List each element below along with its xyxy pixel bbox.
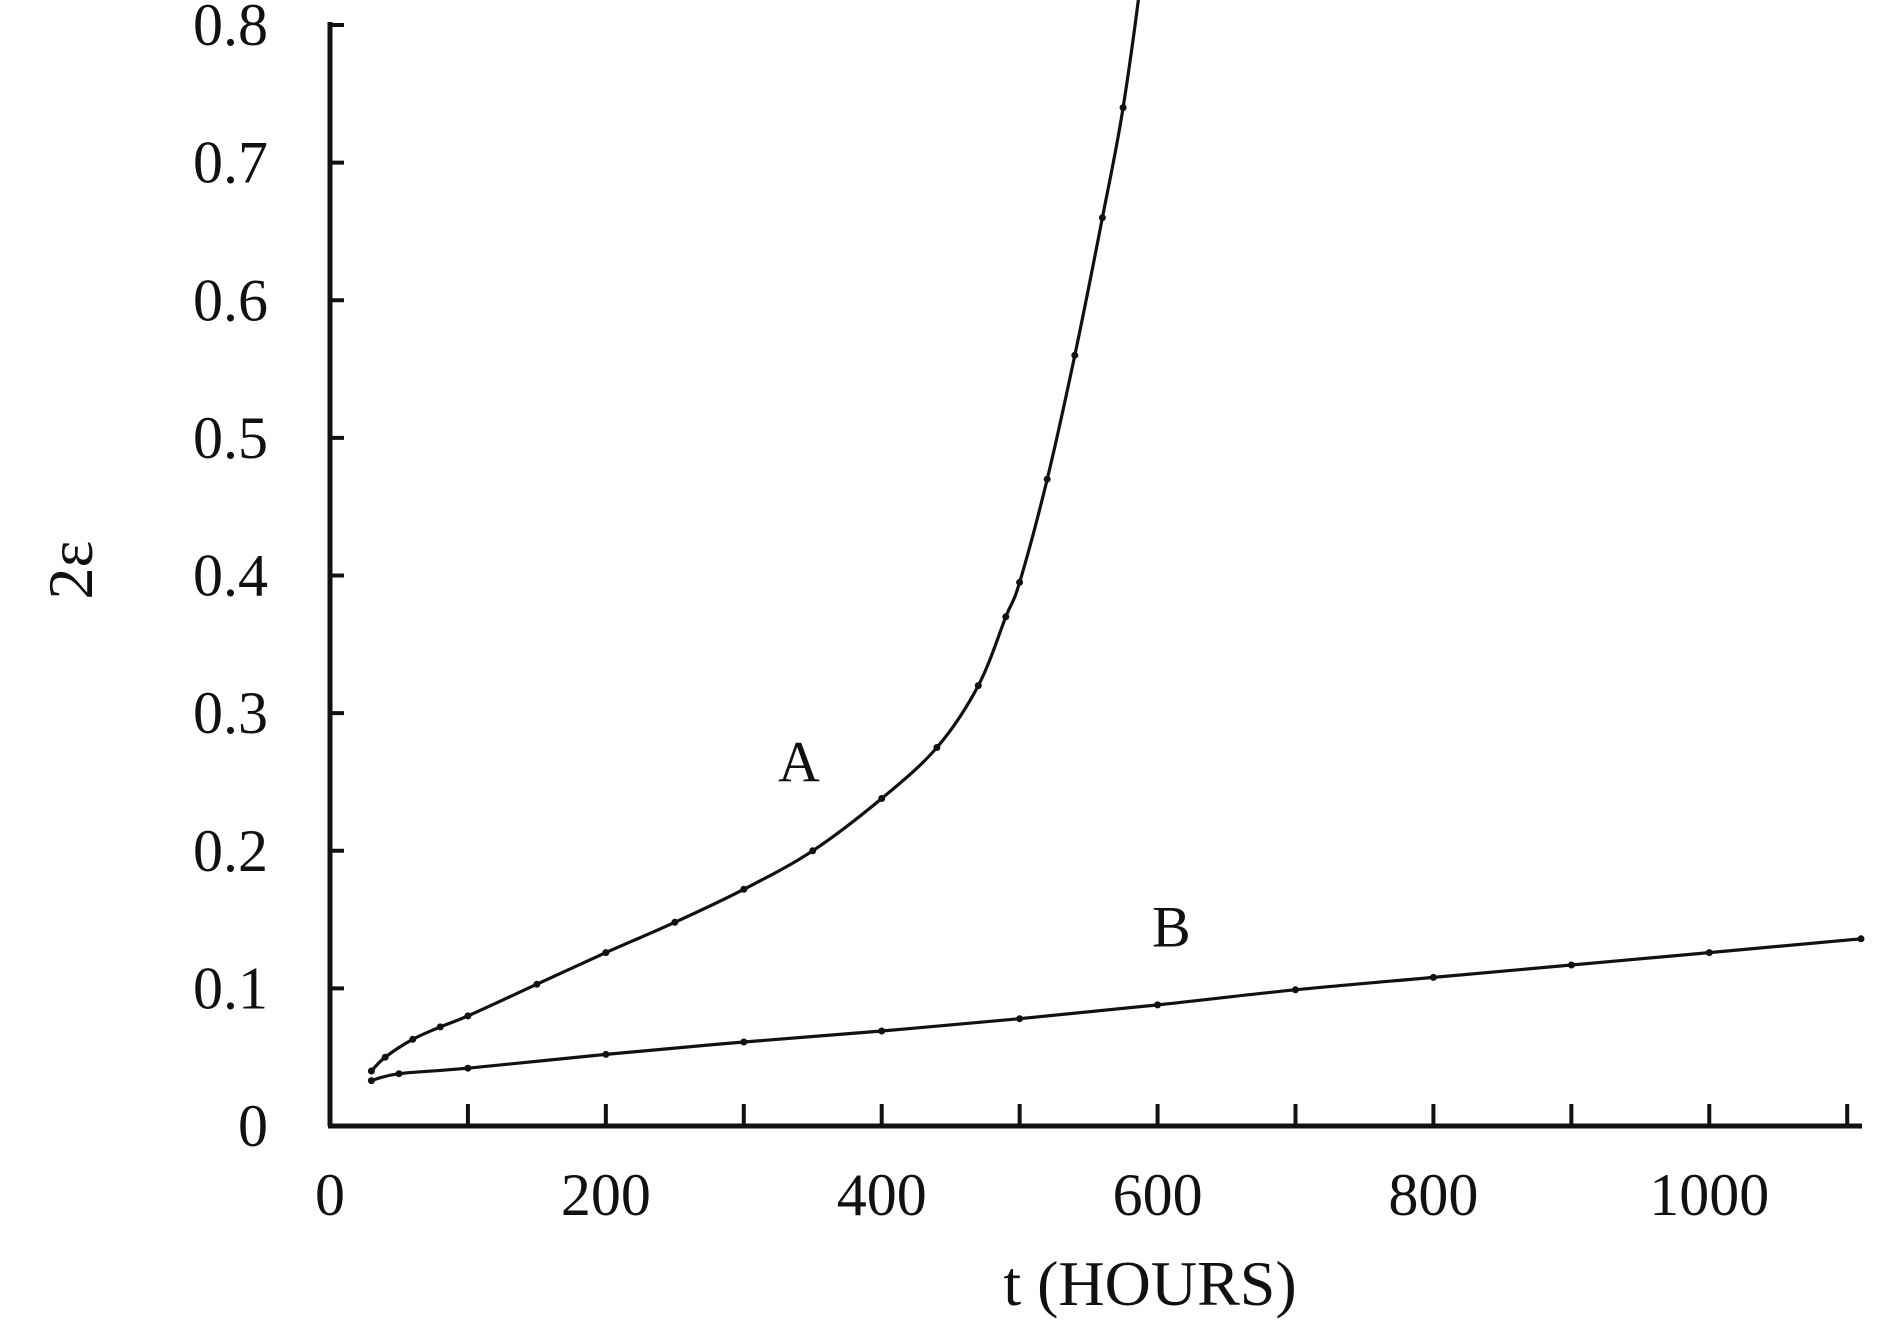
- series-a-point: [367, 1067, 375, 1075]
- series-a-line: [369, 0, 1140, 1073]
- series-a-point: [1071, 351, 1079, 359]
- series-b-point: [1705, 949, 1713, 957]
- x-tick-label: 800: [1388, 1162, 1478, 1228]
- series-b-point: [1857, 935, 1865, 943]
- series-a-point: [878, 795, 886, 802]
- series-b-point: [602, 1050, 610, 1058]
- series-b-point: [395, 1070, 403, 1078]
- series-b-point: [464, 1064, 472, 1072]
- series-a-point: [464, 1012, 472, 1020]
- x-tick-label: 600: [1113, 1162, 1203, 1228]
- x-tick-label: 200: [561, 1162, 651, 1228]
- y-tick-label: 0: [238, 1093, 268, 1159]
- series-b-point: [878, 1027, 886, 1035]
- series-a-point: [1002, 613, 1010, 621]
- series-a-point: [933, 744, 941, 751]
- series-a-point: [436, 1023, 444, 1031]
- x-tick-label: 1000: [1649, 1162, 1769, 1228]
- series-b-point: [740, 1038, 748, 1046]
- series-a-point: [533, 980, 541, 988]
- y-tick-label: 0.4: [193, 543, 268, 609]
- series-b-point: [1567, 961, 1575, 969]
- y-axis-title: 2ε: [35, 541, 106, 600]
- series-b-point: [1016, 1015, 1024, 1023]
- series-b-point: [1429, 973, 1437, 981]
- series-b-label: B: [1152, 894, 1191, 959]
- series-a-point: [602, 949, 610, 957]
- series-b-line: [369, 937, 1863, 1083]
- series-layer: [367, 0, 1865, 1085]
- series-a-point: [809, 847, 817, 855]
- y-tick-label: 0.5: [193, 405, 268, 471]
- y-tick-label: 0.1: [193, 955, 268, 1021]
- x-axis-title: t (HOURS): [1003, 1248, 1296, 1319]
- series-a-point: [1098, 214, 1106, 222]
- series-a-point: [1043, 475, 1051, 483]
- series-b-point: [1292, 986, 1299, 994]
- series-a-point: [1016, 578, 1024, 586]
- series-b-point: [367, 1077, 375, 1085]
- y-tick-label: 0.2: [193, 818, 268, 884]
- x-tick-label: 0: [315, 1162, 345, 1228]
- series-a-point: [381, 1053, 389, 1061]
- series-a-point: [740, 885, 748, 893]
- axes: [327, 22, 1862, 1129]
- series-a-point: [671, 918, 679, 926]
- y-tick-label: 0.3: [193, 680, 268, 746]
- labels-layer: 0 200 400 600 800 1000 0 0.1 0.2 0.3 0.4 0.5 0.6 0.7 0…: [193, 0, 1769, 1228]
- y-tick-label: 0.7: [193, 130, 268, 196]
- y-tick-label: 0.6: [193, 267, 268, 333]
- series-a-point: [1119, 104, 1127, 112]
- series-a-point: [974, 682, 982, 690]
- y-tick-label: 0.8: [193, 0, 268, 58]
- series-a-point: [409, 1035, 417, 1043]
- x-tick-label: 400: [837, 1162, 927, 1228]
- series-a-label: A: [778, 729, 820, 794]
- series-b-point: [1154, 1001, 1162, 1009]
